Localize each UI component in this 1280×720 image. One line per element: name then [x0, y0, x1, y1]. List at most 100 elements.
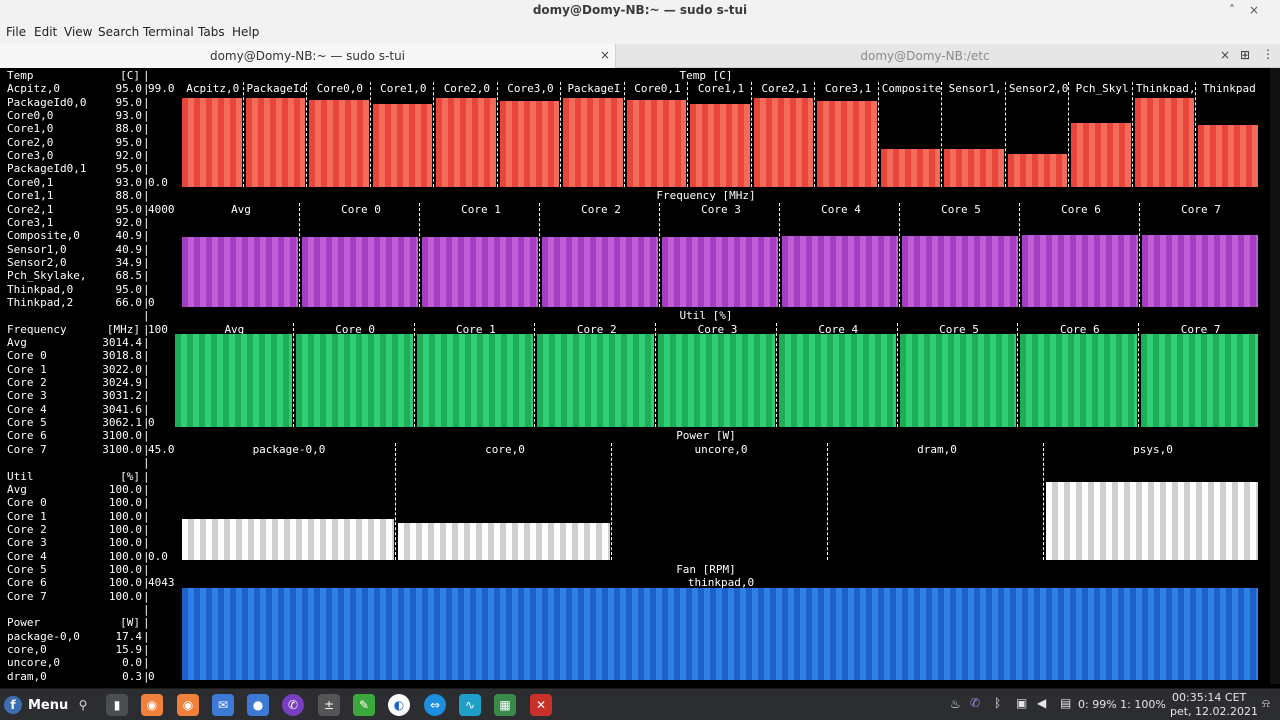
menu-search[interactable]: Search: [98, 25, 140, 39]
panel-divider: |: [143, 376, 150, 390]
power-list-unit: [W]: [120, 616, 140, 630]
tab-close-icon[interactable]: ×: [1220, 48, 1231, 62]
start-menu-button[interactable]: f Menu: [4, 694, 68, 716]
util-axis-min: 0: [148, 416, 155, 430]
frequency-series-label: Avg: [231, 202, 251, 216]
temp-sensor-value: 95.0: [115, 82, 143, 96]
temp-series-divider: [687, 82, 689, 187]
bluetooth-icon[interactable]: ᛒ: [994, 696, 1002, 710]
panel-divider: |: [143, 402, 150, 416]
temp-sensor-name: PackageId0,1: [7, 162, 87, 176]
util-series-label: Core 5: [939, 322, 979, 336]
lock-icon[interactable]: ▣: [1016, 696, 1028, 710]
lightbulb-icon[interactable]: ♨: [950, 697, 961, 711]
search-icon[interactable]: ⚲: [78, 698, 88, 712]
notes-icon[interactable]: ●: [247, 694, 269, 716]
notification-bell-icon[interactable]: ⍾: [1262, 696, 1270, 710]
temp-series-label: Core3,1: [824, 82, 872, 96]
panel-divider: |: [143, 643, 150, 657]
teamviewer-icon[interactable]: ⇔: [424, 694, 446, 716]
temp-series-label: Thinkpad: [1202, 82, 1256, 96]
temp-bar: [817, 100, 877, 187]
temp-bar: [245, 97, 306, 187]
browser-icon[interactable]: ◐: [388, 694, 410, 716]
util-series-divider: [896, 322, 898, 427]
temp-series-label: Thinkpad,: [1135, 82, 1196, 96]
tools-icon[interactable]: ✎: [353, 694, 375, 716]
freq-sensor-value: 3062.1: [102, 416, 142, 430]
temp-series-label: Pch_Skyl: [1075, 82, 1129, 96]
freq-sensor-value: 3024.9: [102, 376, 142, 390]
temp-sensor-name: Acpitz,0: [7, 82, 60, 96]
new-tab-icon[interactable]: ⊞: [1240, 48, 1251, 62]
temp-sensor-value: 66.0: [115, 295, 143, 309]
menu-file[interactable]: File: [6, 25, 27, 39]
menu-terminal[interactable]: Terminal: [143, 25, 194, 39]
firefox-private-icon[interactable]: ◉: [177, 694, 199, 716]
frequency-bar: [182, 236, 298, 307]
temp-sensor-value: 93.0: [115, 109, 143, 123]
menu-help[interactable]: Help: [232, 25, 260, 39]
clock-date[interactable]: pet, 12.02.2021: [1170, 705, 1259, 718]
window-titlebar: domy@Domy-NB:~ — sudo s-tui ˄ ×: [0, 0, 1280, 22]
temp-axis-max: 99.0: [148, 82, 175, 96]
scrollbar[interactable]: [1270, 68, 1280, 684]
util-sensor-value: 100.0: [108, 536, 142, 550]
tab-close-icon[interactable]: ×: [600, 48, 611, 62]
close-window-button[interactable]: ×: [1248, 3, 1260, 17]
panel-divider: |: [143, 175, 150, 189]
util-series-divider: [1138, 322, 1140, 427]
mail-icon[interactable]: ✉: [212, 694, 234, 716]
menu-view[interactable]: View: [64, 25, 93, 39]
terminal-app-icon[interactable]: ▮: [106, 694, 128, 716]
menu-tabs[interactable]: Tabs: [198, 25, 225, 39]
util-series-label: Core 3: [697, 322, 738, 336]
temp-bar: [944, 148, 1004, 187]
util-sensor-value: 100.0: [108, 576, 142, 590]
calculator-icon[interactable]: ±: [318, 694, 340, 716]
temp-series-divider: [1131, 82, 1133, 187]
frequency-series-label: Core 1: [461, 202, 501, 216]
panel-divider: |: [143, 362, 150, 376]
clipboard-icon[interactable]: ▤: [1060, 696, 1072, 710]
fan-bar: [182, 588, 1258, 680]
freq-list-unit: [MHz]: [106, 322, 140, 336]
maximize-button[interactable]: ˄: [1229, 3, 1235, 17]
freq-sensor-value: 3100.0: [102, 429, 142, 443]
temp-sensor-name: Composite,0: [7, 229, 80, 243]
panel-divider: |: [143, 456, 150, 470]
tab-menu-icon[interactable]: ⋮: [1262, 47, 1274, 61]
tab-s-tui[interactable]: domy@Domy-NB:~ — sudo s-tui ×: [0, 44, 616, 68]
util-series-divider: [534, 322, 536, 427]
clock-time[interactable]: 00:35:14 CET: [1172, 691, 1247, 704]
tab-bar: domy@Domy-NB:~ — sudo s-tui × domy@Domy-…: [0, 44, 1280, 68]
tab-etc[interactable]: domy@Domy-NB:/etc ×: [616, 44, 1234, 68]
viber-tray-icon[interactable]: ✆: [970, 696, 981, 710]
panel-divider: |: [143, 349, 150, 363]
freq-sensor-value: 3014.4: [102, 336, 142, 349]
volume-icon[interactable]: ◀: [1037, 696, 1047, 710]
spreadsheet-icon[interactable]: ▦: [494, 694, 516, 716]
panel-divider: |: [143, 656, 150, 670]
terminal[interactable]: Temp [C] Acpitz,0 95.0 PackageId0,0 95.0 Core0…: [0, 68, 1270, 684]
firefox-icon[interactable]: ◉: [141, 694, 163, 716]
panel-divider: |: [143, 215, 150, 229]
temp-series-divider: [623, 82, 625, 187]
temp-series-label: Core1,0: [380, 82, 427, 96]
panel-divider: |: [143, 95, 150, 109]
temp-series-divider: [496, 82, 498, 187]
temp-series-divider: [242, 82, 244, 187]
frequency-series-label: Core 2: [581, 202, 621, 216]
frequency-series-divider: [299, 202, 300, 307]
panel-divider: |: [143, 255, 150, 269]
temp-series-label: Composite: [881, 82, 942, 96]
util-bar: [175, 334, 292, 427]
fan-axis-min: 0: [148, 669, 155, 683]
temp-sensor-value: 95.0: [115, 202, 143, 216]
util-sensor-name: Core 5: [7, 562, 47, 576]
power-series-label: core,0: [485, 442, 525, 456]
app-x-icon[interactable]: ✕: [530, 694, 552, 716]
system-monitor-icon[interactable]: ∿: [459, 694, 481, 716]
viber-icon[interactable]: ✆: [282, 694, 304, 716]
menu-edit[interactable]: Edit: [34, 25, 58, 39]
